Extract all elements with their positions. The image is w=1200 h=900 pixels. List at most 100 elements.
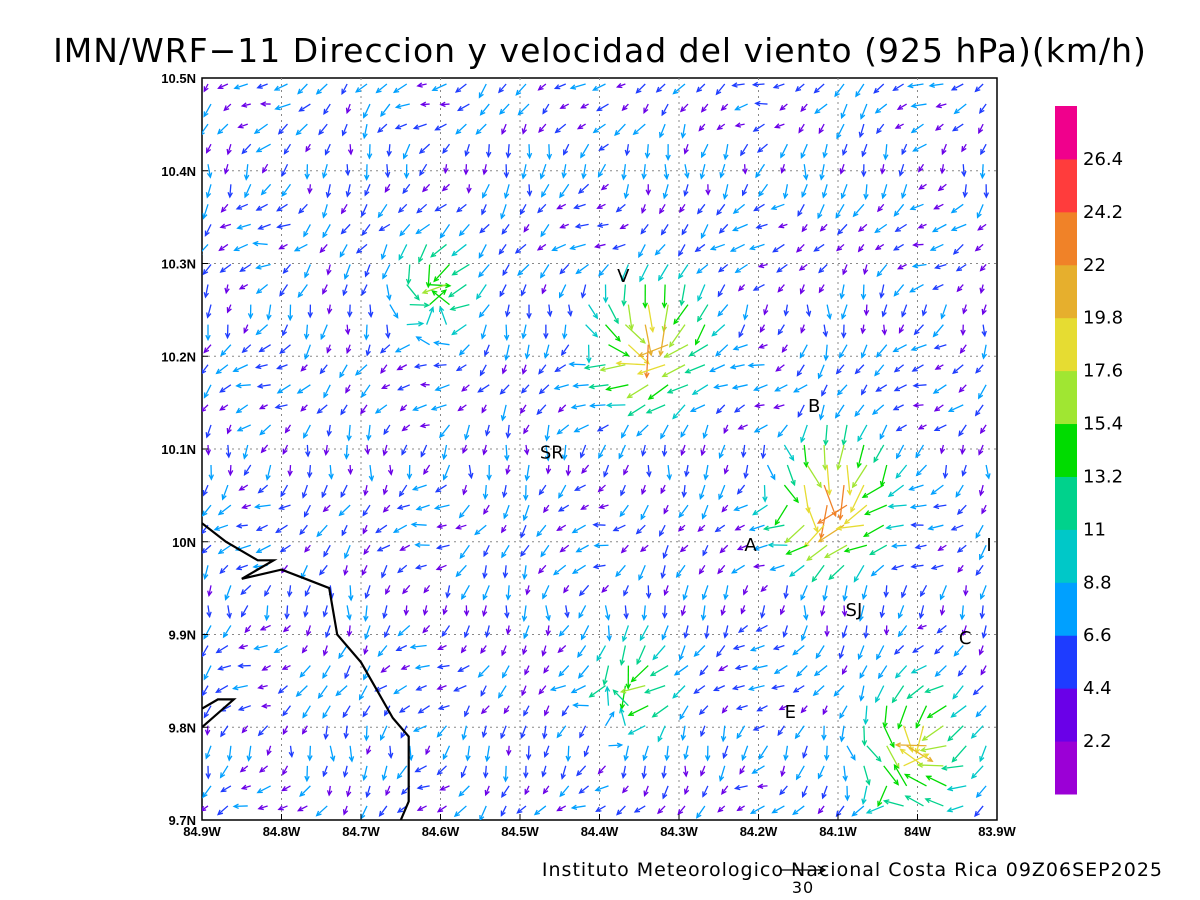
wind-arrow bbox=[738, 324, 746, 339]
wind-arrow bbox=[540, 224, 550, 238]
wind-arrow bbox=[821, 725, 827, 741]
wind-arrow bbox=[302, 705, 311, 719]
wind-arrow bbox=[806, 464, 822, 489]
wind-arrow bbox=[777, 324, 785, 336]
wind-arrow bbox=[717, 564, 726, 575]
wind-arrow bbox=[478, 304, 490, 318]
wind-arrow bbox=[663, 504, 669, 515]
colorbar-segment bbox=[1055, 264, 1077, 319]
wind-arrow bbox=[627, 725, 646, 735]
wind-arrow bbox=[783, 444, 795, 462]
wind-arrow bbox=[841, 665, 848, 676]
wind-arrow bbox=[851, 805, 865, 817]
wind-arrow bbox=[974, 404, 984, 417]
wind-arrow bbox=[857, 244, 865, 253]
wind-arrow bbox=[604, 605, 611, 621]
wind-arrow bbox=[203, 705, 212, 719]
wind-arrow bbox=[226, 424, 232, 435]
x-axis-ticks: 84.9W 84.8W 84.7W 84.6W 84.5W 84.4W 84.3W 84.2W… bbox=[183, 814, 1017, 839]
wind-arrow bbox=[224, 284, 230, 295]
wind-arrow bbox=[220, 203, 229, 213]
wind-arrow bbox=[541, 645, 547, 657]
wind-arrow bbox=[346, 424, 352, 442]
wind-arrow bbox=[955, 484, 964, 498]
wind-arrow bbox=[366, 144, 373, 160]
wind-arrow bbox=[275, 524, 288, 534]
wind-arrow bbox=[304, 765, 310, 783]
y-tick-label: 10.4N bbox=[161, 164, 196, 179]
wind-arrow bbox=[893, 763, 908, 787]
wind-arrow bbox=[866, 745, 882, 763]
wind-arrow bbox=[343, 565, 349, 577]
wind-arrow bbox=[721, 705, 729, 714]
wind-arrow bbox=[678, 244, 686, 257]
city-label: I bbox=[986, 535, 991, 556]
wind-arrow bbox=[826, 304, 832, 321]
wind-arrow bbox=[803, 444, 809, 469]
wind-arrow bbox=[699, 826, 707, 839]
wind-arrow bbox=[588, 383, 609, 390]
wind-arrow bbox=[956, 504, 967, 515]
wind-arrow bbox=[801, 224, 808, 233]
wind-arrow bbox=[396, 364, 408, 371]
wind-arrow bbox=[683, 745, 689, 761]
wind-arrow bbox=[907, 82, 924, 89]
wind-arrow bbox=[952, 364, 964, 375]
wind-arrow bbox=[406, 465, 413, 480]
wind-arrow bbox=[415, 685, 427, 691]
wind-arrow bbox=[232, 364, 249, 372]
wind-arrow bbox=[880, 164, 886, 175]
wind-arrow bbox=[273, 644, 288, 653]
wind-arrow bbox=[400, 664, 411, 670]
wind-arrow bbox=[578, 605, 587, 619]
wind-arrow bbox=[526, 304, 532, 320]
wind-arrow bbox=[680, 123, 687, 139]
wind-arrow bbox=[635, 524, 646, 535]
wind-arrow bbox=[933, 344, 947, 350]
wind-arrow bbox=[640, 504, 649, 521]
wind-arrow bbox=[498, 244, 507, 256]
wind-arrow bbox=[863, 625, 869, 639]
wind-arrow bbox=[952, 243, 964, 255]
wind-arrow bbox=[558, 484, 567, 499]
wind-arrow bbox=[524, 344, 531, 360]
wind-arrow bbox=[539, 826, 549, 832]
wind-arrow bbox=[323, 384, 331, 399]
wind-arrow bbox=[346, 605, 352, 621]
wind-arrow bbox=[859, 665, 868, 680]
city-label: B bbox=[808, 396, 820, 417]
wind-arrow bbox=[323, 103, 331, 116]
wind-arrow bbox=[755, 223, 768, 230]
colorbar-segment bbox=[1055, 582, 1077, 636]
wind-arrow bbox=[219, 404, 229, 411]
wind-arrow bbox=[821, 184, 828, 199]
wind-arrow bbox=[975, 364, 984, 374]
wind-arrow bbox=[877, 785, 888, 808]
wind-arrow bbox=[596, 103, 609, 112]
map-title: IMN/WRF−11 Direccion y velocidad del vie… bbox=[53, 31, 1147, 70]
wind-arrow bbox=[630, 665, 649, 683]
wind-arrow bbox=[595, 805, 606, 813]
wind-arrow bbox=[912, 402, 924, 409]
wind-arrow bbox=[698, 123, 706, 132]
wind-arrow bbox=[570, 804, 586, 811]
wind-arrow bbox=[545, 605, 551, 622]
wind-arrow bbox=[439, 101, 450, 108]
wind-arrow bbox=[679, 103, 689, 113]
wind-arrow bbox=[323, 444, 330, 457]
wind-arrow bbox=[397, 564, 408, 574]
wind-arrow bbox=[979, 745, 987, 763]
x-tick-label: 84.2W bbox=[740, 824, 778, 839]
wind-arrow bbox=[224, 585, 232, 601]
wind-arrow bbox=[870, 564, 885, 577]
wind-arrow bbox=[377, 203, 388, 219]
wind-arrow bbox=[461, 384, 470, 392]
city-label: V bbox=[617, 266, 630, 287]
wind-arrow bbox=[668, 324, 686, 348]
wind-arrow bbox=[779, 785, 788, 796]
wind-arrow bbox=[594, 785, 609, 792]
wind-arrow bbox=[621, 625, 629, 643]
wind-arrow bbox=[970, 725, 984, 739]
wind-arrow bbox=[811, 564, 825, 583]
wind-arrow bbox=[583, 364, 606, 371]
